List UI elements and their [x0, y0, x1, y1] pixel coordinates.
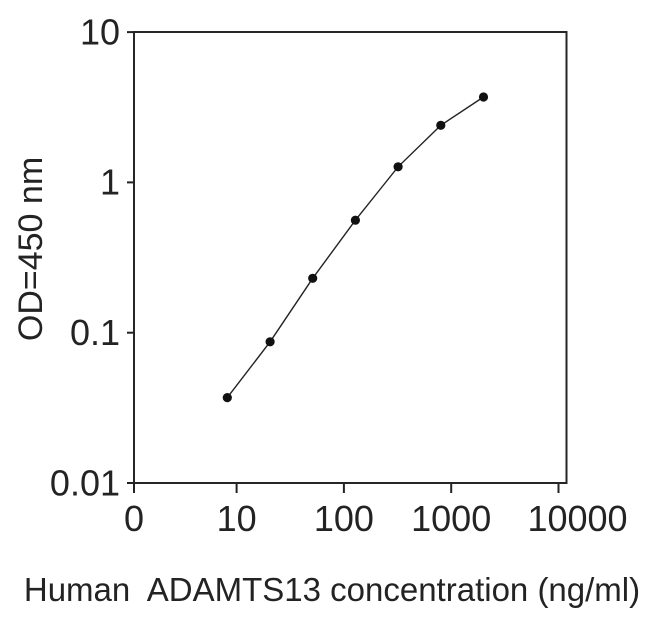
x-tick-label-10: 10: [217, 498, 257, 539]
plot-frame: [133, 31, 568, 484]
y-tick-label-1: 1: [100, 162, 120, 203]
data-point-marker-4: [393, 162, 403, 172]
data-point-marker-5: [436, 120, 446, 130]
x-tick-label-0: 0: [124, 498, 144, 539]
x-tick-label-100: 100: [314, 498, 374, 539]
y-tick-label-0.1: 0.1: [70, 312, 120, 353]
series-standard-curve: [222, 92, 489, 403]
y-tick-label-10: 10: [80, 11, 120, 52]
y-axis-title: OD=450 nm: [12, 157, 50, 341]
data-point-marker-6: [478, 92, 489, 102]
data-point-marker-0: [222, 393, 232, 403]
data-point-marker-2: [308, 273, 318, 283]
series-line: [226, 96, 484, 399]
x-axis-tick-labels: 0 10 100 1000 10000: [124, 498, 628, 539]
y-axis-ticks: [127, 31, 134, 484]
x-tick-label-1000: 1000: [411, 498, 491, 539]
y-tick-label-0.01: 0.01: [50, 462, 120, 503]
x-axis-ticks: [133, 484, 560, 493]
data-point-marker-3: [350, 215, 360, 225]
x-axis-title: Human ADAMTS13 concentration (ng/ml): [24, 571, 640, 608]
x-tick-label-10000: 10000: [527, 498, 627, 539]
y-axis-tick-labels: 10 1 0.1 0.01: [50, 11, 120, 503]
data-point-marker-1: [265, 337, 275, 347]
